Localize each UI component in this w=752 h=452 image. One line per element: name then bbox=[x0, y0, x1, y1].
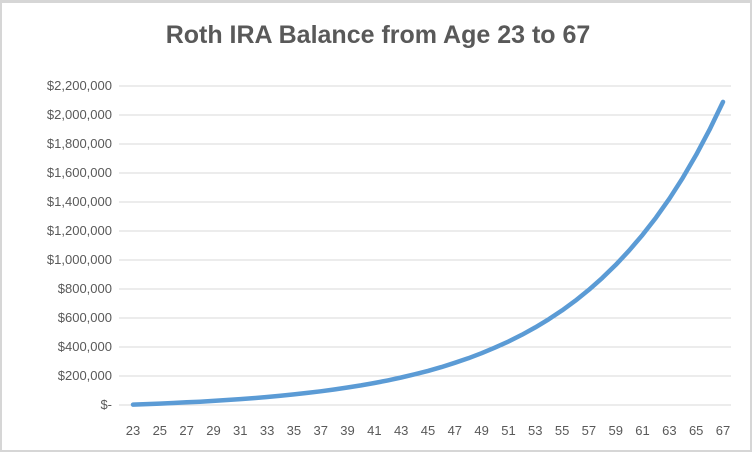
x-axis-tick-label: 25 bbox=[152, 423, 168, 438]
x-axis-tick-label: 41 bbox=[367, 423, 382, 438]
x-axis-tick-label: 27 bbox=[179, 423, 194, 438]
y-axis-tick-label: $200,000 bbox=[57, 368, 112, 383]
x-axis-tick-label: 29 bbox=[206, 423, 221, 438]
y-axis-tick-label: $1,800,000 bbox=[46, 136, 112, 151]
y-axis-tick-label: $1,400,000 bbox=[46, 194, 112, 209]
gridlines bbox=[119, 85, 731, 406]
x-axis-tick-label: 61 bbox=[635, 423, 650, 438]
x-axis-tick-label: 47 bbox=[447, 423, 463, 438]
x-axis-tick-label: 59 bbox=[608, 423, 623, 438]
x-axis-tick-label: 55 bbox=[554, 423, 570, 438]
balance-line-series bbox=[130, 99, 726, 407]
x-axis-tick-label: 49 bbox=[474, 423, 489, 438]
y-axis-tick-label: $800,000 bbox=[57, 281, 112, 296]
x-axis-tick-label: 63 bbox=[662, 423, 677, 438]
plot-area bbox=[119, 85, 731, 407]
y-axis-tick-label: $1,200,000 bbox=[46, 223, 112, 238]
x-axis-tick-label: 65 bbox=[688, 423, 704, 438]
y-axis-tick-label: $600,000 bbox=[57, 310, 112, 325]
chart-title: Roth IRA Balance from Age 23 to 67 bbox=[165, 21, 591, 49]
x-axis-tick-label: 37 bbox=[313, 423, 328, 438]
y-axis-tick-label: $400,000 bbox=[57, 339, 112, 354]
y-axis-tick-label: $1,000,000 bbox=[46, 252, 112, 267]
y-axis-tick-label: $1,600,000 bbox=[46, 165, 112, 180]
x-axis-tick-label: 35 bbox=[286, 423, 302, 438]
y-axis-tick-label: $- bbox=[100, 397, 112, 412]
x-axis-tick-label: 43 bbox=[393, 423, 409, 438]
x-axis-tick-label: 67 bbox=[715, 423, 731, 438]
x-axis-tick-label: 31 bbox=[233, 423, 248, 438]
y-axis-tick-label: $2,200,000 bbox=[46, 78, 112, 93]
x-axis-tick-label: 23 bbox=[125, 423, 141, 438]
y-axis-tick-label: $2,000,000 bbox=[46, 107, 112, 122]
x-axis-tick-label: 45 bbox=[420, 423, 436, 438]
x-axis-tick-label: 33 bbox=[259, 423, 275, 438]
x-axis-tick-label: 57 bbox=[581, 423, 597, 438]
x-axis-tick-label: 53 bbox=[528, 423, 543, 438]
x-axis-tick-label: 51 bbox=[501, 423, 516, 438]
x-axis-tick-label: 39 bbox=[340, 423, 355, 438]
